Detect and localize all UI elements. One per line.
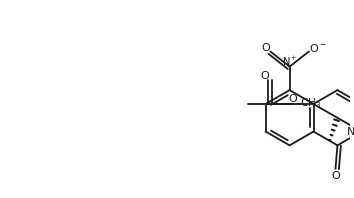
Text: O: O <box>288 94 297 104</box>
Text: O: O <box>261 43 270 52</box>
Text: O: O <box>331 171 340 181</box>
Text: O: O <box>261 70 269 81</box>
Text: N$^+$: N$^+$ <box>282 55 297 68</box>
Text: N: N <box>347 127 354 137</box>
Text: CH$_3$: CH$_3$ <box>301 96 322 110</box>
Text: O$^-$: O$^-$ <box>309 42 327 53</box>
